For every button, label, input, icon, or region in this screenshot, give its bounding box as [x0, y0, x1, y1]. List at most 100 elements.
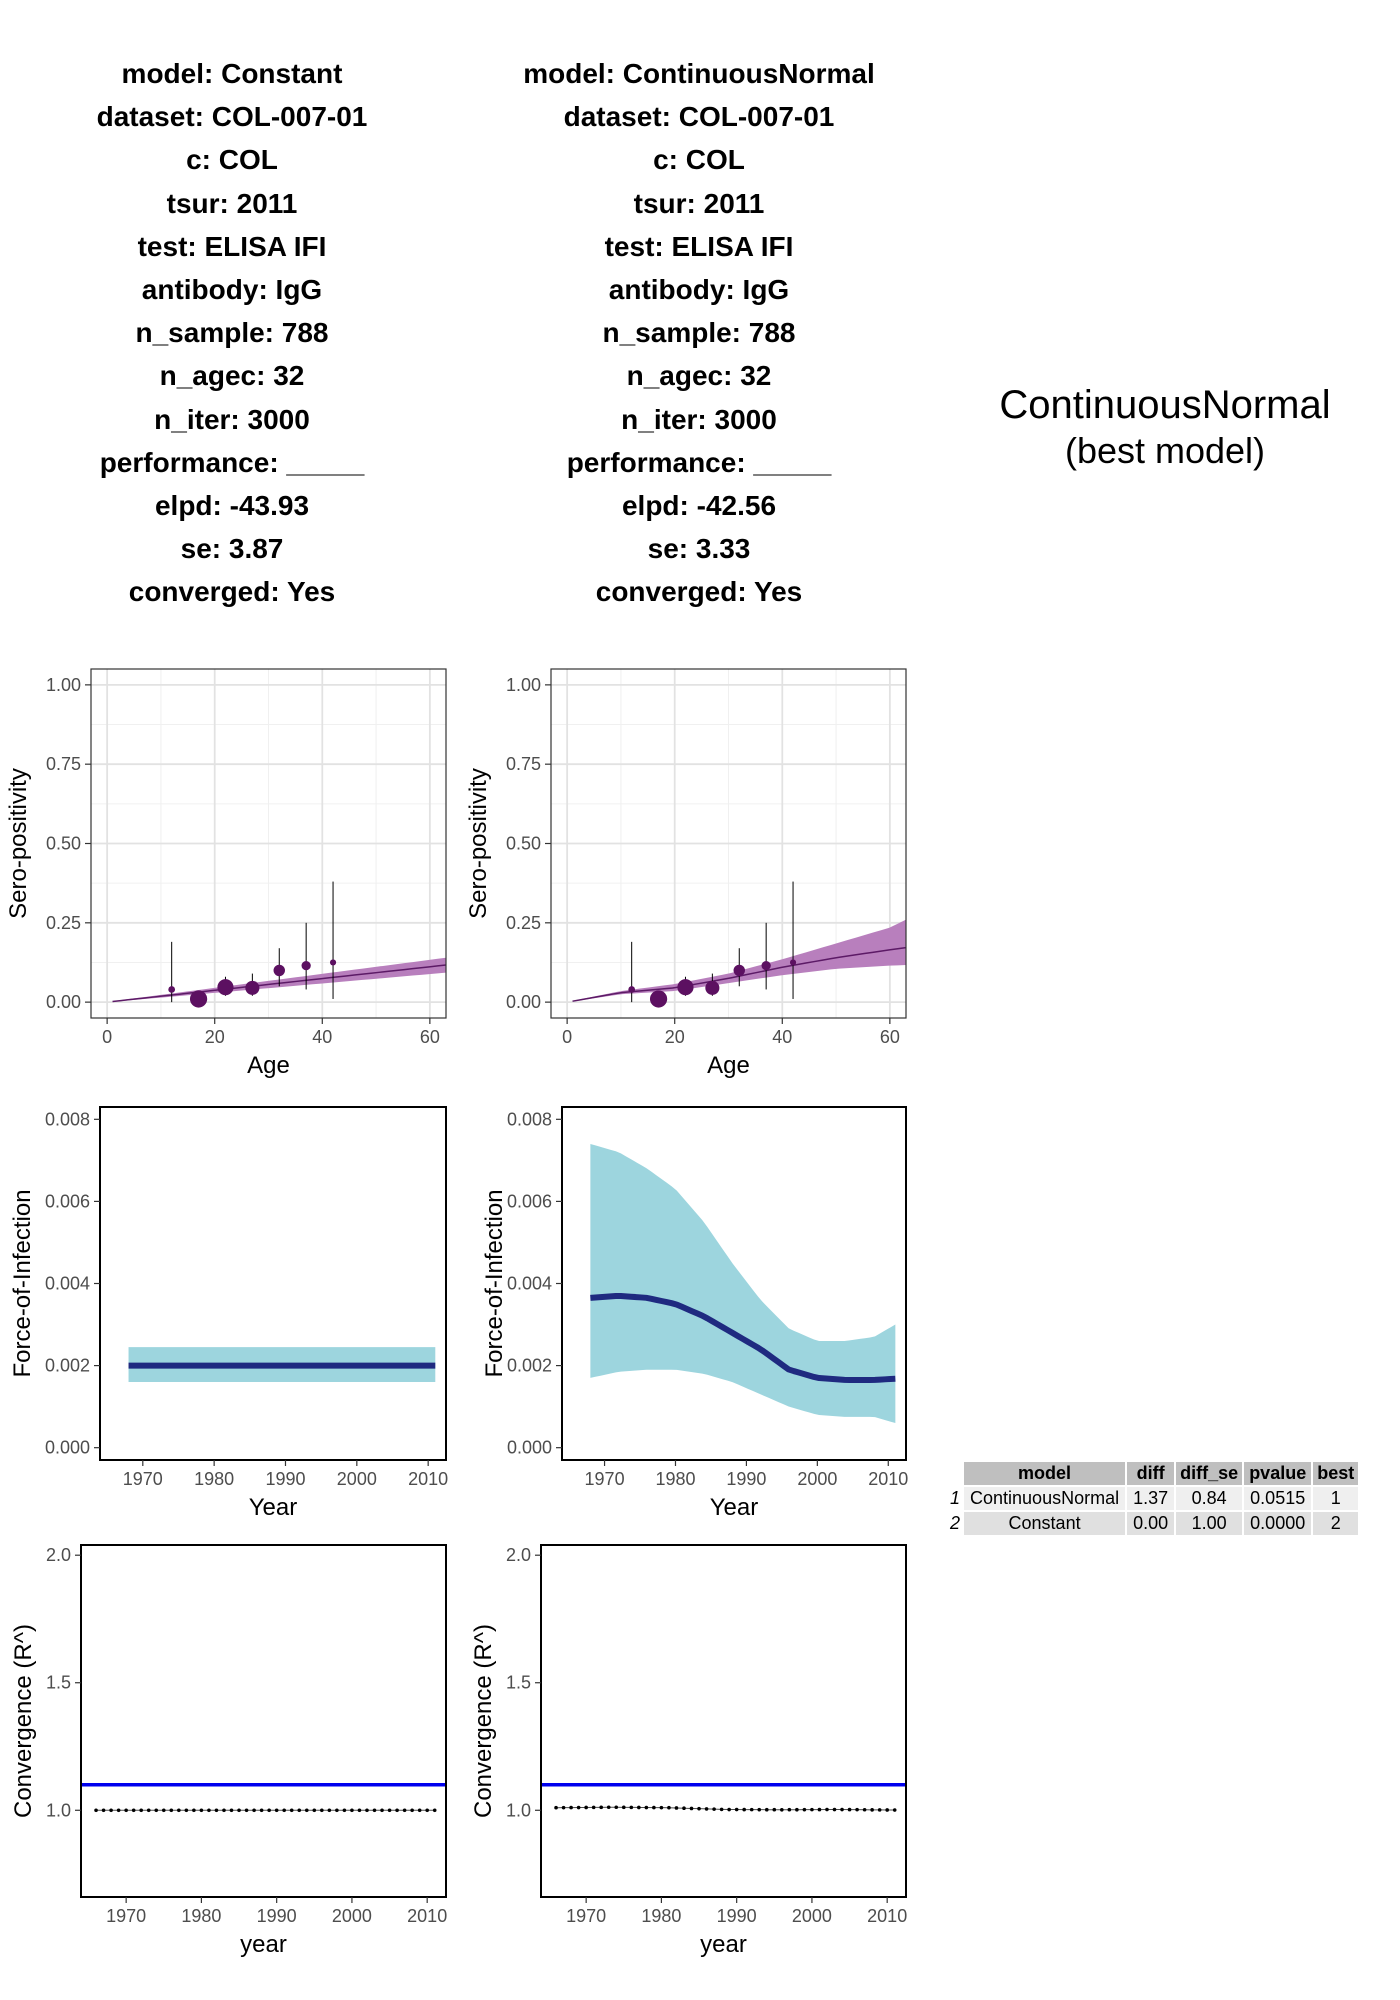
- data-point: [217, 979, 234, 996]
- model-info-line: n_iter: 3000: [154, 403, 310, 435]
- rhat-point: [885, 1808, 889, 1812]
- data-point: [301, 961, 311, 971]
- x-tick-label: 2000: [332, 1906, 372, 1926]
- rhat-point: [704, 1807, 709, 1811]
- rhat-point: [795, 1807, 799, 1812]
- chart-panel-5: 1970 1980 1990 2000 2010 1.0 1.5 2.0 year Converg…: [10, 1544, 447, 1958]
- cell-diff-se: 0.84: [1176, 1487, 1243, 1510]
- x-tick-label: 0: [562, 1027, 572, 1047]
- cell-model: Constant: [964, 1512, 1126, 1535]
- plot-data: [541, 1783, 906, 1812]
- model-info-line: converged: Yes: [595, 576, 803, 608]
- rhat-point: [184, 1808, 189, 1813]
- y-tick-label: 0.006: [45, 1191, 90, 1211]
- model-info-line: converged: Yes: [128, 576, 336, 608]
- y-axis-label: Convergence (R^): [10, 1624, 37, 1818]
- rhat-point: [237, 1808, 241, 1813]
- x-tick-label: 1980: [655, 1469, 695, 1489]
- rhat-point: [417, 1808, 422, 1813]
- y-tick-label: 0.000: [507, 1438, 552, 1458]
- y-tick-label: 1.0: [46, 1800, 71, 1820]
- plot-border: [540, 1544, 907, 1898]
- rhat-point: [425, 1808, 429, 1813]
- x-tick-label: 60: [420, 1027, 440, 1047]
- x-tick-label: 0: [102, 1027, 112, 1047]
- x-tick-label: 1970: [106, 1906, 146, 1926]
- rhat-point: [267, 1808, 271, 1813]
- cell-diff: 1.37: [1127, 1487, 1175, 1510]
- y-tick-label: 0.50: [46, 834, 81, 854]
- x-tick-label: 1980: [194, 1469, 234, 1489]
- cell-diff: 0.00: [1127, 1512, 1175, 1535]
- y-tick-label: 0.002: [507, 1356, 552, 1376]
- rhat-point: [289, 1808, 294, 1813]
- y-tick-label: 0.006: [507, 1191, 552, 1211]
- model-info-line: n_sample: 788: [135, 317, 329, 349]
- y-tick-label: 0.00: [506, 992, 541, 1012]
- rhat-point: [644, 1805, 649, 1810]
- best-model-label: ContinuousNormal (best model): [995, 382, 1335, 474]
- data-point: [273, 964, 285, 977]
- y-tick-label: 1.5: [506, 1673, 531, 1693]
- rhat-point: [410, 1808, 414, 1813]
- y-tick-label: 0.75: [506, 754, 541, 774]
- data-point: [189, 990, 208, 1008]
- rhat-point: [222, 1808, 226, 1813]
- rhat-point: [637, 1805, 641, 1810]
- rhat-point: [629, 1805, 634, 1810]
- rhat-point: [199, 1808, 204, 1813]
- model-info-line: n_sample: 788: [602, 317, 796, 349]
- x-axis-label: year: [700, 1931, 747, 1958]
- rhat-point: [274, 1808, 279, 1813]
- x-tick-label: 60: [880, 1027, 900, 1047]
- model-info-line: performance: _____: [99, 446, 365, 478]
- rhat-point: [674, 1806, 679, 1810]
- rhat-point: [154, 1808, 159, 1813]
- plot-data: [112, 881, 446, 1008]
- model-info-line: model: Constant: [121, 58, 343, 89]
- rhat-line: [556, 1806, 895, 1811]
- chart-panel-6: 1970 1980 1990 2000 2010 1.0 1.5 2.0 year Converg…: [470, 1544, 907, 1958]
- model-info-line: c: COL: [653, 144, 745, 176]
- rhat-point: [855, 1807, 859, 1812]
- rhat-point: [742, 1807, 746, 1812]
- rhat-point: [207, 1808, 211, 1813]
- table-header-best: best: [1313, 1462, 1359, 1485]
- y-axis-label: Sero-positivity: [465, 768, 492, 919]
- rhat-point: [94, 1808, 98, 1813]
- data-point: [677, 979, 694, 996]
- y-tick-label: 1.00: [506, 675, 541, 695]
- y-axis-label: Sero-positivity: [5, 768, 32, 919]
- y-tick-label: 2.0: [506, 1545, 531, 1565]
- model-comparison-table: model diff diff_se pvalue best 1 Continu…: [946, 1460, 1360, 1537]
- x-tick-label: 1990: [717, 1906, 757, 1926]
- rhat-point: [304, 1808, 309, 1813]
- x-tick-label: 2000: [797, 1469, 837, 1489]
- table-header-diff: diff: [1127, 1462, 1175, 1485]
- plot-data: [128, 1347, 436, 1383]
- x-axis-label: Age: [247, 1052, 290, 1079]
- rhat-point: [365, 1808, 369, 1813]
- rhat-point: [395, 1808, 399, 1813]
- y-tick-label: 0.50: [506, 834, 541, 854]
- y-tick-label: 0.000: [45, 1438, 90, 1458]
- data-point: [705, 980, 720, 995]
- rhat-point: [380, 1808, 384, 1813]
- x-tick-label: 1980: [641, 1906, 681, 1926]
- rhat-point: [192, 1808, 196, 1813]
- x-axis-label: Age: [707, 1052, 750, 1079]
- plot-border: [99, 1106, 447, 1461]
- chart-panel-1: 0 20 40 60 0.00 0.25 0.50 0.75 1.00 Age Sero-posit…: [5, 668, 447, 1079]
- x-tick-label: 2010: [408, 1469, 448, 1489]
- data-point: [245, 980, 260, 995]
- rhat-point: [177, 1808, 181, 1813]
- y-tick-label: 0.002: [45, 1356, 90, 1376]
- rhat-point: [402, 1808, 407, 1813]
- cell-best: 1: [1313, 1487, 1359, 1510]
- rhat-point: [659, 1805, 664, 1810]
- rhat-point: [139, 1808, 144, 1813]
- row-index: 1: [950, 1488, 961, 1508]
- model-info-line: dataset: COL-007-01: [563, 101, 835, 133]
- rhat-point: [621, 1805, 626, 1810]
